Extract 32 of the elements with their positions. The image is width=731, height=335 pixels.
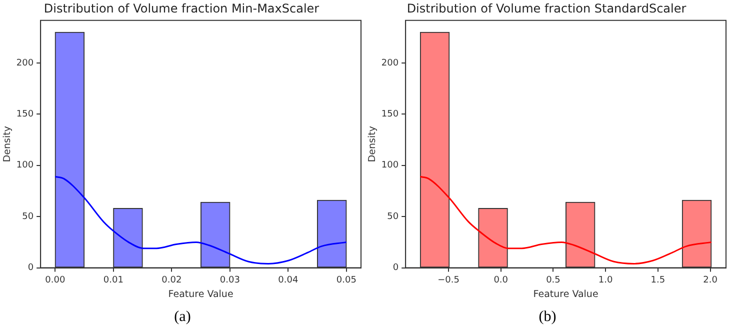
- y-tick-label: 200: [381, 58, 399, 68]
- x-tick-label: 0.04: [278, 276, 298, 286]
- x-tick-label: 0.00: [45, 276, 66, 286]
- y-tick-label: 0: [392, 263, 399, 274]
- line-series: [54, 176, 348, 264]
- y-axis-title: Density: [2, 126, 14, 162]
- y-tick-label: 50: [22, 212, 34, 222]
- x-tick-label: 1.5: [650, 276, 666, 286]
- y-tick-label: 50: [387, 212, 399, 222]
- text: (b): [538, 308, 558, 327]
- chart-title: Distribution of Volume fraction Min-MaxScaler: [44, 1, 320, 16]
- x-tick-label: 1.0: [598, 276, 614, 286]
- x-tick-label: 0.0: [494, 276, 508, 286]
- x-tick-label: −0.5: [438, 276, 460, 286]
- y-tick-label: 150: [16, 109, 34, 120]
- x-axis-title: Feature Value: [168, 288, 234, 300]
- x-tick-label: 2.0: [703, 276, 718, 286]
- y-tick-label: 100: [381, 160, 399, 171]
- x-tick-label: 0.02: [162, 276, 182, 286]
- y-tick-label: 200: [16, 58, 34, 68]
- text: (a): [173, 308, 192, 327]
- x-tick-label: 0.01: [103, 276, 124, 286]
- y-tick-label: 0: [28, 263, 34, 274]
- y-tick-label: 100: [16, 160, 34, 171]
- y-axis-title: Density: [367, 126, 378, 162]
- x-tick-label: 0.03: [220, 276, 240, 286]
- y-tick-label: 150: [381, 109, 399, 120]
- x-axis-title: Feature Value: [533, 288, 598, 300]
- line-series: [419, 176, 712, 264]
- x-tick-label: 0.05: [336, 276, 356, 286]
- x-tick-label: 0.5: [546, 276, 560, 286]
- chart-title: Distribution of Volume fraction StandardScaler: [406, 1, 686, 16]
